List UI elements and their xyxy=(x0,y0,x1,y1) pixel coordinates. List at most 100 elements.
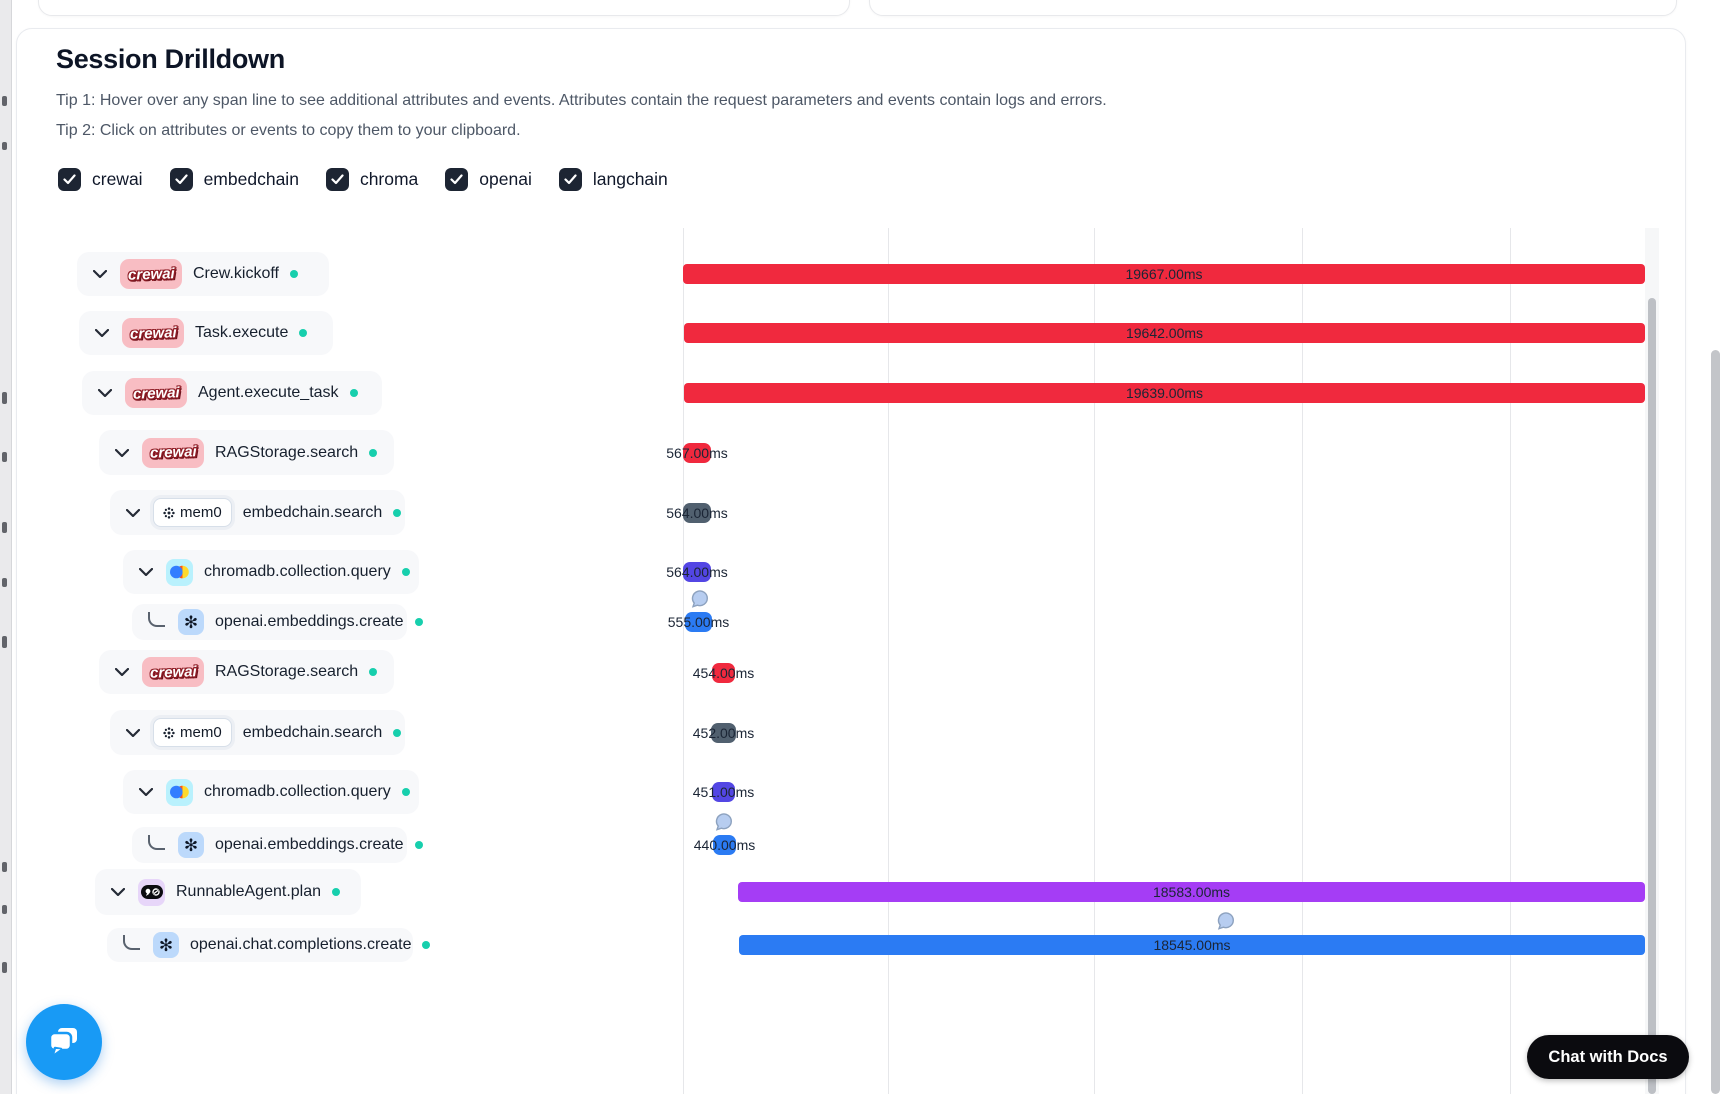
span-bar-openai-embeddings[interactable]: 555.00ms xyxy=(667,612,730,632)
span-bar-ragstorage-search[interactable]: 567.00ms xyxy=(666,443,728,463)
gridline xyxy=(888,228,889,1094)
langchain-logo xyxy=(138,878,165,906)
checkbox-checked-icon[interactable] xyxy=(445,168,469,191)
top-partial-card-right xyxy=(869,0,1677,16)
checkbox-checked-icon[interactable] xyxy=(58,168,81,191)
top-partial-card-left xyxy=(38,0,850,16)
gridline xyxy=(1510,228,1511,1094)
filter-label: chroma xyxy=(359,169,419,189)
span-label: openai.embeddings.create xyxy=(215,613,404,630)
crewai-logo: crewai xyxy=(120,259,182,289)
span-bar-ragstorage-search-2[interactable]: 454.00ms xyxy=(692,663,755,683)
status-dot xyxy=(401,788,410,796)
chevron-down-icon[interactable] xyxy=(113,663,131,681)
chat-with-docs-label: Chat with Docs xyxy=(1548,1047,1668,1066)
status-dot xyxy=(401,568,410,576)
page-scrollbar-thumb[interactable] xyxy=(1711,350,1720,1094)
span-row-task-execute[interactable]: crewai Task.execute xyxy=(79,311,333,355)
filter-label: crewai xyxy=(92,169,143,189)
mem0-flower-icon xyxy=(163,726,175,739)
span-bar-chromadb-query-2[interactable]: 451.00ms xyxy=(692,782,755,802)
event-bubble-icon[interactable] xyxy=(714,813,734,832)
chevron-down-icon[interactable] xyxy=(109,883,127,901)
span-row-openai-chat-completions[interactable]: ✻ openai.chat.completions.create xyxy=(107,928,431,962)
status-dot xyxy=(393,508,402,517)
span-label: RAGStorage.search xyxy=(215,663,359,680)
status-dot xyxy=(393,728,402,737)
crewai-logo: crewai xyxy=(125,378,187,408)
openai-logo: ✻ xyxy=(178,609,204,635)
span-row-openai-embeddings-2[interactable]: ✻ openai.embeddings.create xyxy=(132,827,423,863)
filter-chroma[interactable]: chroma xyxy=(325,168,419,191)
status-dot xyxy=(422,941,431,949)
status-dot xyxy=(299,329,308,337)
gridline xyxy=(1302,228,1303,1094)
span-label: Crew.kickoff xyxy=(193,265,279,282)
chart-scrollbar-thumb[interactable] xyxy=(1648,298,1656,1094)
span-row-runnableagent-plan[interactable]: RunnableAgent.plan xyxy=(95,869,361,915)
span-bar-task-execute[interactable]: 19642.00ms xyxy=(684,323,1645,343)
span-row-agent-execute-task[interactable]: crewai Agent.execute_task xyxy=(82,371,382,415)
mem0-logo: mem0 xyxy=(153,718,232,747)
gridline xyxy=(683,228,684,1094)
span-label: openai.chat.completions.create xyxy=(190,936,412,953)
filter-label: openai xyxy=(479,169,532,189)
span-row-crew-kickoff[interactable]: crewai Crew.kickoff xyxy=(77,252,329,296)
checkbox-checked-icon[interactable] xyxy=(169,168,193,191)
chat-bubbles-icon xyxy=(48,1028,77,1057)
service-filters: crewai embedchain chroma openai langchai… xyxy=(58,168,668,191)
span-bar-embedchain-search-2[interactable]: 452.00ms xyxy=(692,723,755,743)
span-bar-embedchain-search[interactable]: 564.00ms xyxy=(666,503,728,523)
span-label: RAGStorage.search xyxy=(215,443,359,461)
span-bar-openai-chat-completions[interactable]: 18545.00ms xyxy=(739,935,1645,955)
crewai-logo: crewai xyxy=(142,437,204,468)
span-bar-runnableagent-plan[interactable]: 18583.00ms xyxy=(738,882,1645,902)
chevron-down-icon[interactable] xyxy=(93,324,111,342)
filter-crewai[interactable]: crewai xyxy=(58,168,143,191)
status-dot xyxy=(414,841,423,849)
span-bar-chromadb-query[interactable]: 564.00ms xyxy=(666,562,728,582)
openai-logo: ✻ xyxy=(153,932,179,958)
span-row-ragstorage-search-2[interactable]: crewai RAGStorage.search xyxy=(99,650,394,694)
span-label: Agent.execute_task xyxy=(198,384,339,401)
span-label: chromadb.collection.query xyxy=(204,783,391,800)
chevron-down-icon[interactable] xyxy=(96,384,114,402)
tip-2: Tip 2: Click on attributes or events to … xyxy=(56,122,521,139)
filter-openai[interactable]: openai xyxy=(445,168,532,191)
filter-langchain[interactable]: langchain xyxy=(558,168,668,191)
chevron-down-icon[interactable] xyxy=(124,504,142,522)
span-row-ragstorage-search[interactable]: crewai RAGStorage.search xyxy=(99,430,394,475)
span-row-chromadb-query[interactable]: chromadb.collection.query xyxy=(123,550,419,594)
span-row-embedchain-search-2[interactable]: mem0 embedchain.search xyxy=(110,710,405,755)
status-dot xyxy=(349,389,358,397)
span-bar-openai-embeddings-2[interactable]: 440.00ms xyxy=(693,835,756,855)
filter-embedchain[interactable]: embedchain xyxy=(169,168,299,191)
checkbox-checked-icon[interactable] xyxy=(325,168,349,191)
page-edge-artifact xyxy=(0,0,12,1094)
status-dot xyxy=(332,888,341,896)
chevron-down-icon[interactable] xyxy=(137,563,155,581)
tree-branch-connector-icon xyxy=(123,934,140,950)
chevron-down-icon[interactable] xyxy=(124,724,142,742)
chevron-down-icon[interactable] xyxy=(91,265,109,283)
openai-logo: ✻ xyxy=(178,832,204,858)
event-bubble-icon[interactable] xyxy=(1216,912,1236,931)
chroma-logo xyxy=(166,778,193,806)
chevron-down-icon[interactable] xyxy=(113,444,131,462)
chat-with-docs-button[interactable]: Chat with Docs xyxy=(1527,1035,1689,1079)
span-bar-crew-kickoff[interactable]: 19667.00ms xyxy=(683,264,1645,284)
span-bar-agent-execute-task[interactable]: 19639.00ms xyxy=(684,383,1645,403)
mem0-flower-icon xyxy=(163,506,175,519)
event-bubble-icon[interactable] xyxy=(690,590,710,609)
filter-label: langchain xyxy=(592,169,668,189)
chat-widget-launcher[interactable] xyxy=(26,1004,102,1080)
span-row-chromadb-query-2[interactable]: chromadb.collection.query xyxy=(123,770,419,814)
span-row-openai-embeddings[interactable]: ✻ openai.embeddings.create xyxy=(132,604,423,640)
mem0-logo: mem0 xyxy=(153,498,232,527)
span-row-embedchain-search[interactable]: mem0 embedchain.search xyxy=(110,490,405,535)
chevron-down-icon[interactable] xyxy=(137,783,155,801)
trace-waterfall: 19667.00ms 19642.00ms 19639.00ms 567.00m… xyxy=(666,228,1645,1094)
span-label: openai.embeddings.create xyxy=(215,836,404,853)
checkbox-checked-icon[interactable] xyxy=(558,168,582,191)
span-label: embedchain.search xyxy=(242,723,383,741)
